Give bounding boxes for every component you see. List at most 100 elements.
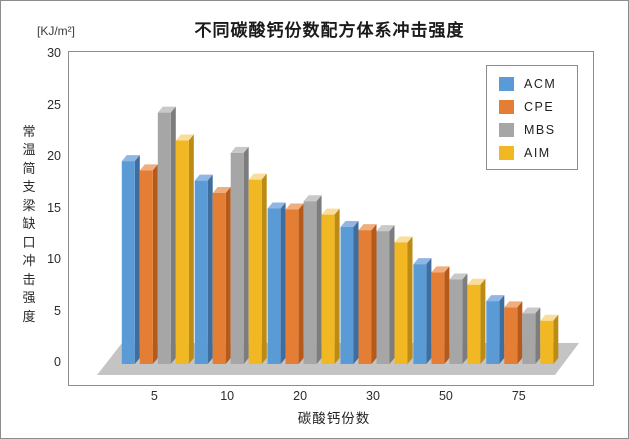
legend-label-MBS: MBS: [524, 122, 556, 137]
legend-label-AIM: AIM: [524, 145, 551, 160]
legend-swatch-MBS: [499, 122, 514, 137]
bar-top-ACM-75: [486, 295, 505, 302]
bar-CPE-30: [358, 230, 372, 364]
bar-top-MBS-50: [449, 273, 468, 280]
bar-side-ACM-30: [353, 221, 359, 364]
y-tick-20: 20: [47, 149, 61, 163]
bar-MBS-75: [522, 313, 536, 364]
bar-side-CPE-30: [371, 224, 377, 364]
legend-label-CPE: CPE: [524, 99, 555, 114]
bar-top-ACM-30: [340, 221, 359, 228]
bar-side-CPE-10: [225, 187, 231, 364]
bar-chart-canvas: [97, 106, 579, 375]
bar-top-AIM-10: [248, 173, 267, 180]
bar-top-AIM-75: [540, 314, 559, 321]
bar-AIM-30: [394, 242, 408, 364]
y-tick-0: 0: [54, 355, 61, 369]
bar-top-CPE-20: [285, 203, 304, 210]
bar-side-ACM-75: [499, 295, 505, 364]
x-tick-30: 30: [366, 389, 380, 403]
bar-AIM-20: [321, 214, 335, 364]
bar-top-AIM-30: [394, 236, 413, 243]
x-tick-5: 5: [150, 389, 158, 403]
bar-CPE-5: [139, 170, 153, 364]
bar-ACM-75: [486, 301, 500, 364]
bar-MBS-50: [449, 279, 463, 364]
bar-side-ACM-10: [207, 174, 213, 364]
y-tick-30: 30: [47, 46, 61, 60]
legend-item-CPE: CPE: [487, 95, 577, 118]
bar-top-ACM-20: [267, 202, 286, 209]
bar-top-MBS-75: [522, 307, 541, 314]
y-tick-15: 15: [47, 200, 61, 215]
bar-top-ACM-10: [194, 174, 213, 181]
bar-top-CPE-5: [139, 164, 158, 171]
bar-CPE-20: [285, 209, 299, 364]
chart-title: 不同碳酸钙份数配方体系冲击强度: [194, 21, 465, 40]
bar-side-AIM-5: [188, 134, 194, 364]
y-tick-10: 10: [47, 252, 61, 266]
x-tick-50: 50: [438, 389, 453, 403]
legend-item-MBS: MBS: [487, 118, 577, 141]
bar-side-AIM-75: [553, 314, 559, 364]
bar-side-MBS-5: [170, 106, 176, 365]
bar-MBS-5: [157, 112, 171, 365]
bar-side-MBS-10: [243, 146, 249, 364]
bar-top-AIM-50: [467, 278, 486, 285]
bar-top-ACM-50: [413, 258, 432, 265]
bar-AIM-75: [540, 320, 554, 364]
bar-MBS-30: [376, 231, 390, 364]
bar-side-MBS-75: [535, 307, 541, 364]
bar-top-MBS-30: [376, 225, 395, 232]
bar-ACM-5: [121, 161, 135, 364]
bar-side-CPE-75: [517, 301, 523, 364]
x-tick-75: 75: [511, 389, 526, 403]
bar-side-CPE-5: [152, 164, 158, 364]
legend-swatch-AIM: [499, 145, 514, 160]
bar-side-MBS-30: [389, 225, 395, 364]
bar-top-MBS-20: [303, 195, 322, 202]
bar-ACM-30: [340, 227, 354, 364]
legend-swatch-CPE: [499, 99, 514, 114]
bar-side-CPE-50: [444, 266, 450, 364]
bar-AIM-5: [175, 140, 189, 364]
bar-side-ACM-20: [280, 202, 286, 364]
y-axis-unit-label: [KJ/m²]: [37, 24, 75, 38]
bar-CPE-50: [431, 272, 445, 364]
bar-top-CPE-30: [358, 224, 377, 231]
legend-label-ACM: ACM: [524, 76, 557, 91]
bar-CPE-10: [212, 193, 226, 364]
bar-AIM-50: [467, 284, 481, 364]
bar-top-MBS-5: [157, 106, 176, 113]
bar-top-AIM-5: [175, 134, 194, 141]
bar-side-AIM-30: [407, 236, 413, 364]
legend-item-ACM: ACM: [487, 72, 577, 95]
bar-AIM-10: [248, 179, 262, 364]
bar-top-CPE-75: [504, 301, 523, 308]
x-tick-10: 10: [220, 389, 235, 403]
y-tick-5: 5: [54, 303, 61, 318]
bar-top-CPE-50: [431, 266, 450, 273]
bar-side-MBS-50: [462, 273, 468, 364]
x-axis-title: 碳酸钙份数: [297, 411, 371, 426]
bar-side-MBS-20: [316, 195, 322, 364]
bar-side-CPE-20: [298, 203, 304, 364]
bar-top-AIM-20: [321, 208, 340, 215]
legend-item-AIM: AIM: [487, 141, 577, 164]
bar-top-ACM-5: [121, 155, 140, 162]
bar-MBS-20: [303, 201, 317, 364]
bar-side-AIM-50: [480, 278, 486, 364]
y-axis-title: 常温简支梁缺口冲击强度: [22, 124, 36, 324]
bar-side-ACM-50: [426, 258, 432, 364]
bar-ACM-10: [194, 180, 208, 364]
bar-ACM-50: [413, 264, 427, 364]
bar-ACM-20: [267, 208, 281, 364]
bar-side-AIM-10: [261, 173, 267, 364]
bar-top-CPE-10: [212, 187, 231, 194]
bar-top-MBS-10: [230, 146, 249, 153]
bar-side-ACM-5: [134, 155, 140, 364]
bar-CPE-75: [504, 307, 518, 364]
legend-swatch-ACM: [499, 76, 514, 91]
y-tick-25: 25: [47, 97, 61, 112]
legend: ACM CPE MBS AIM: [486, 65, 578, 170]
